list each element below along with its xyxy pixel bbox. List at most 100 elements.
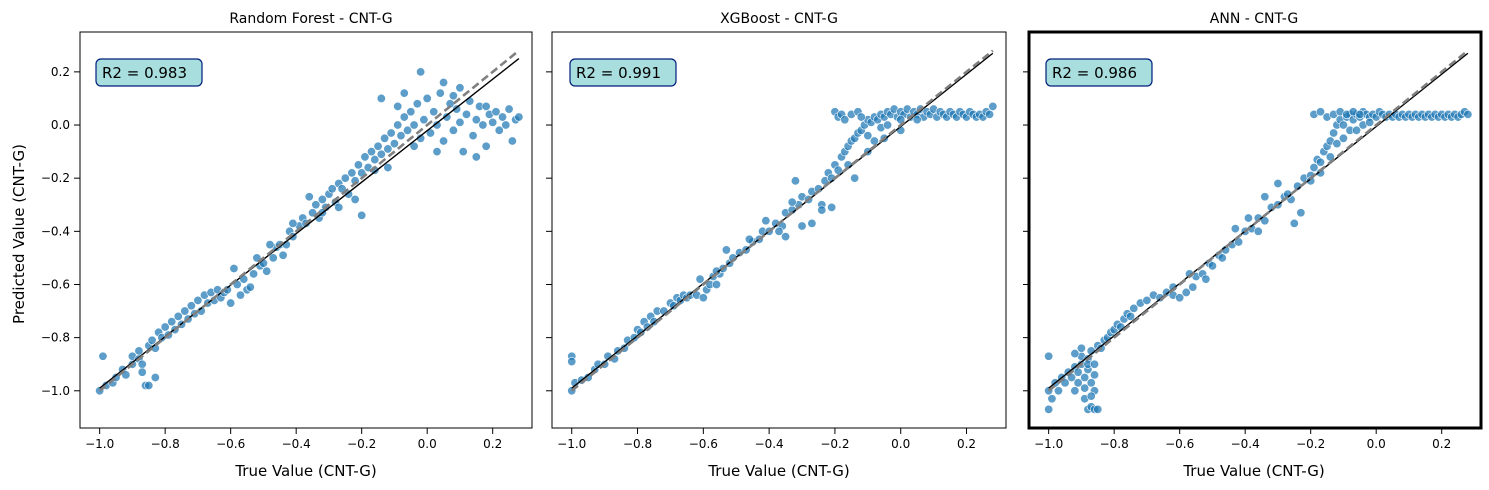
scatter-point [869,136,879,146]
scatter-point [442,112,452,122]
r2-annotation: R2 = 0.986 [1045,58,1153,87]
identity-line [1047,49,1469,392]
scatter-point [383,163,393,173]
x-tick-label: 0.0 [418,437,437,451]
scatter-point [160,322,170,332]
scatter-point [1129,303,1139,313]
scatter-point [376,93,386,103]
scatter-point [386,128,396,138]
scatter-point [373,141,383,151]
scatter-point [399,112,409,122]
scatter-point [432,147,442,157]
x-tick-label: −0.2 [347,437,376,451]
scatter-point [774,226,784,236]
scatter-point [98,351,108,361]
x-axis-label: True Value (CNT-G) [234,462,376,480]
panel-ann: ANN - CNT-G −1.0 −0.8 −0.6 −0.4 −0.2 0.0 0.2 R… [1023,11,1483,480]
scatter-point [186,301,196,311]
scatter-point [147,335,157,345]
scatter-point [422,93,432,103]
scatter-point [439,77,449,87]
y-tick-label: −0.6 [41,277,70,291]
identity-line [570,49,994,392]
scatter-point [419,115,429,125]
scatter-point [1365,117,1375,127]
r2-annotation: R2 = 0.991 [569,58,677,87]
scatter-point [409,141,419,151]
scatter-point [416,67,426,77]
axes-frame [79,31,533,429]
scatter-point [304,192,314,202]
scatter-point [1080,383,1090,393]
scatter-point [817,205,827,215]
scatter-point [1073,378,1083,388]
scatter-point [695,274,705,284]
scatter-point [698,293,708,303]
scatter-point [481,141,491,151]
scatter-point [488,117,498,127]
y-tick-label: 0.2 [51,65,70,79]
scatter-point [1309,163,1319,173]
scatter-point [268,253,278,263]
panel-title: XGBoost - CNT-G [720,11,838,27]
reference-lines [570,49,994,392]
y-tick-label: 0.0 [51,118,70,132]
scatter-point [498,112,508,122]
r2-annotation: R2 = 0.983 [95,58,203,87]
scatter-point [507,136,517,146]
scatter-point [1090,370,1100,380]
scatter-point [501,120,511,130]
scatter-point [435,88,445,98]
y-tick-label: −0.8 [41,331,70,345]
scatter-point [1076,343,1086,353]
x-axis-label: True Value (CNT-G) [1182,462,1324,480]
regression-line [99,58,520,389]
panel-title: Random Forest - CNT-G [229,11,392,27]
scatter-point [827,202,837,212]
scatter-point [393,101,403,111]
scatter-point [807,218,817,228]
scatter-point [396,131,406,141]
scatter-point [245,282,255,292]
x-tick-label: −1.0 [85,437,114,451]
scatter-point [711,279,721,289]
scatter-point [1047,394,1057,404]
scatter-point [1289,218,1299,228]
scatter-point [334,202,344,212]
x-tick-label: 0.2 [483,437,502,451]
y-tick-label: −1.0 [41,384,70,398]
x-tick-label: −0.8 [623,437,652,451]
scatter-point [504,104,514,114]
scatter-point [229,264,239,274]
scatter-point [226,298,236,308]
scatter-point [262,266,272,276]
scatter-point [340,173,350,183]
scatter-point [406,107,416,117]
scatter-point [249,269,259,279]
scatter-point [1070,386,1080,396]
scatter-point [790,176,800,186]
ticks: −1.0 −0.8 −0.6 −0.4 −0.2 0.0 0.2 −1.0 −0.8 −0.6 −0… [41,65,502,451]
scatter-point [514,112,524,122]
r2-annotation-box [569,58,677,87]
scatter-point [478,120,488,130]
scatter-point [144,380,154,390]
scatter-point [1126,311,1136,321]
scatter-point [327,184,337,194]
scatter-point [412,99,422,109]
scatter-point [863,131,873,141]
scatter-point [567,357,577,367]
scatter-point [856,112,866,122]
ticks: −1.0 −0.8 −0.6 −0.4 −0.2 0.0 0.2 [546,71,976,451]
y-axis-label: Predicted Value (CNT-G) [10,144,28,324]
scatter-point [471,152,481,162]
scatter-point [1201,274,1211,284]
scatter-point [1207,261,1217,271]
scatter-point [376,149,386,159]
scatter-point [180,306,190,316]
scatter-point [1355,109,1365,119]
scatter-point [389,139,399,149]
scatter-points [567,101,998,396]
scatter-point [744,234,754,244]
r2-annotation-box [1045,58,1153,87]
